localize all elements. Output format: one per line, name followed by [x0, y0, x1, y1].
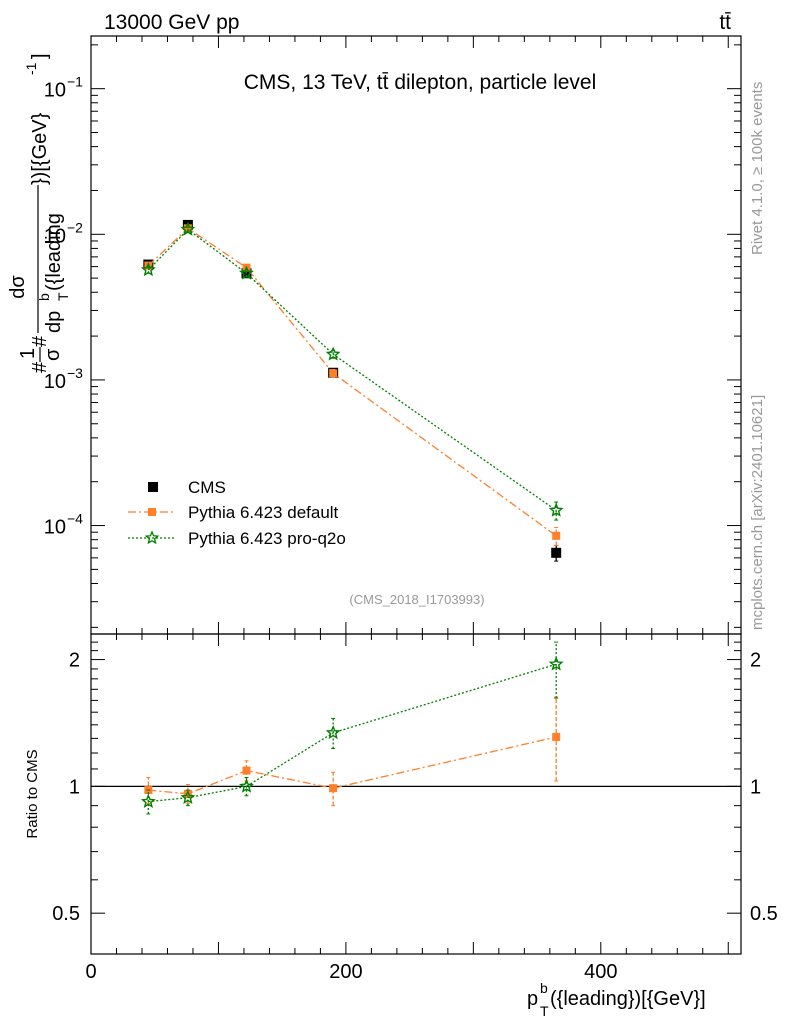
ylabel-sigma: σ: [42, 348, 64, 361]
main-ytick-mantissa: 10: [44, 371, 66, 393]
main-proq2o-point: [239, 265, 254, 280]
legend-default-label: Pythia 6.423 default: [188, 503, 339, 522]
ratio-ytick-label-right: 0.5: [750, 903, 778, 925]
main-ytick-exponent: −2: [67, 219, 83, 235]
ratio-xtick-label: 400: [584, 961, 617, 983]
ratio-xtick-label: 200: [329, 961, 362, 983]
ylabel-suffix-sup: -1: [23, 62, 39, 75]
ylabel-num: dσ: [7, 275, 29, 299]
legend: CMS Pythia 6.423 default Pythia 6.423 pr…: [128, 478, 346, 548]
main-proq2o-point: [180, 221, 196, 236]
ratio-default-point: [552, 732, 561, 741]
ratio-ytick-label-right: 2: [750, 650, 761, 672]
xlabel-base: p: [527, 988, 538, 1010]
main-ytick-exponent: −3: [67, 365, 83, 381]
ratio-xtick-label: 0: [85, 961, 96, 983]
ratio-series-layer: [140, 641, 564, 815]
ylabel-den-sub: T: [55, 292, 71, 301]
ratio-default-point: [242, 766, 251, 775]
legend-proq2o-marker: [144, 530, 160, 545]
ylabel-den: dp: [43, 311, 65, 333]
legend-default-marker: [148, 508, 156, 516]
xlabel-rest: ({leading})[{GeV}]: [550, 988, 706, 1010]
main-default-point: [183, 224, 192, 233]
legend-proq2o-label: Pythia 6.423 pro-q2o: [188, 529, 346, 548]
ratio-ytick-label-left: 1: [69, 776, 80, 798]
ratio-proq2o-point: [548, 656, 564, 671]
main-ytick-label: 10 −3: [44, 365, 83, 393]
side-mcplots: mcplots.cern.ch [arXiv:2401.10621]: [749, 395, 766, 630]
ratio-proq2o-point: [180, 789, 196, 805]
legend-entry-default: Pythia 6.423 default: [128, 503, 339, 522]
ratio-plot-frame: [90, 633, 742, 955]
xlabel-sub: T: [540, 1003, 549, 1019]
main-proq2o-line: [147, 228, 557, 511]
xlabel-sup: b: [540, 980, 548, 996]
legend-entry-cms: CMS: [148, 478, 226, 497]
side-rivet: Rivet 4.1.0, ≥ 100k events: [749, 82, 766, 255]
main-axes: 10−110−210−310−4: [44, 36, 741, 634]
xlabel: p T b ({leading})[{GeV}]: [527, 980, 706, 1019]
ratio-proq2o-line: [148, 663, 557, 803]
ratio-axes: 0 200 400 0.5 0.5 1 1 2 2: [52, 633, 778, 983]
ratio-ytick-label-left: 0.5: [52, 903, 80, 925]
legend-entry-proq2o: Pythia 6.423 pro-q2o: [128, 529, 346, 548]
analysis-id: (CMS_2018_I1703993): [349, 592, 484, 607]
ratio-default-point: [183, 789, 192, 798]
legend-cms-marker: [148, 482, 158, 492]
main-series-layer: [140, 219, 564, 562]
ylabel-prefix: #: [29, 361, 51, 373]
main-ytick-exponent: −4: [67, 511, 83, 527]
ratio-ylabel: Ratio to CMS: [24, 749, 41, 838]
main-cms-point: [551, 547, 562, 558]
ratio-ytick-label-left: 2: [69, 650, 80, 672]
main-ytick-label: 10 −4: [44, 511, 83, 539]
ylabel-den-sup: b: [36, 293, 52, 301]
main-ytick-mantissa: 10: [44, 225, 66, 247]
main-ylabel: # 1 σ # dσ dp b T ({leading })[{GeV} -1 …: [7, 53, 71, 373]
main-proq2o-point: [325, 346, 341, 361]
beam-label: 13000 GeV pp: [104, 11, 239, 34]
main-proq2o-point: [140, 262, 156, 277]
main-default-point: [552, 531, 561, 540]
ylabel-one: 1: [17, 348, 39, 359]
main-ytick-label: 10 −1: [44, 74, 83, 102]
main-default-point: [329, 369, 338, 378]
analysis-title: CMS, 13 TeV, tt̄ dilepton, particle leve…: [244, 71, 597, 94]
legend-cms-label: CMS: [188, 478, 226, 497]
ratio-proq2o-point: [239, 778, 254, 793]
process-label: tt̄: [719, 11, 731, 34]
ratio-default-point: [329, 784, 338, 793]
main-ytick-exponent: −1: [67, 74, 83, 90]
ratio-proq2o-point: [325, 725, 341, 740]
main-ytick-label: 10 −2: [44, 219, 83, 247]
ratio-default-line: [148, 736, 557, 795]
ratio-proq2o-point: [140, 793, 156, 808]
ylabel-suffix-end: ]: [29, 53, 51, 59]
ylabel-suffix: })[{GeV}: [29, 112, 51, 185]
main-proq2o-point: [548, 502, 564, 517]
ylabel-hash: #: [29, 335, 51, 347]
main-ytick-mantissa: 10: [44, 517, 66, 539]
ylabel-den-rest: ({leading: [43, 213, 65, 291]
ratio-ytick-label-right: 1: [750, 776, 761, 798]
main-ytick-mantissa: 10: [44, 80, 66, 102]
